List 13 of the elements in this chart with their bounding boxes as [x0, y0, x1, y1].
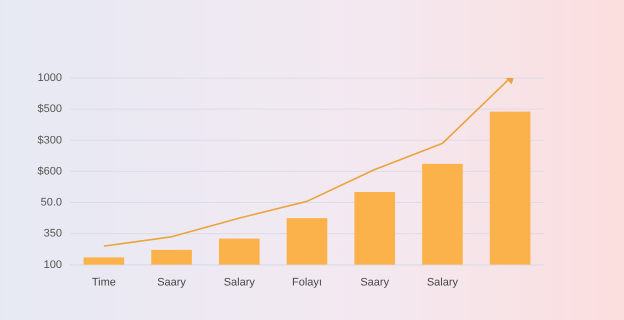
- x-tick-label: Salary: [224, 276, 256, 288]
- x-tick-label: Folayı: [292, 276, 322, 288]
- text: 1000: [38, 72, 62, 84]
- x-tick-label: Salary: [426, 276, 459, 288]
- text: $600: [38, 165, 62, 178]
- x-tick-label: Saary: [360, 276, 390, 288]
- text: $500: [38, 103, 62, 116]
- text: 100: [44, 258, 62, 271]
- x-tick-label: Saary: [157, 276, 186, 288]
- x-tick-label: Time: [92, 276, 116, 288]
- text: $300: [38, 134, 62, 146]
- text: 350: [44, 228, 62, 240]
- text: 50.0: [40, 196, 62, 209]
